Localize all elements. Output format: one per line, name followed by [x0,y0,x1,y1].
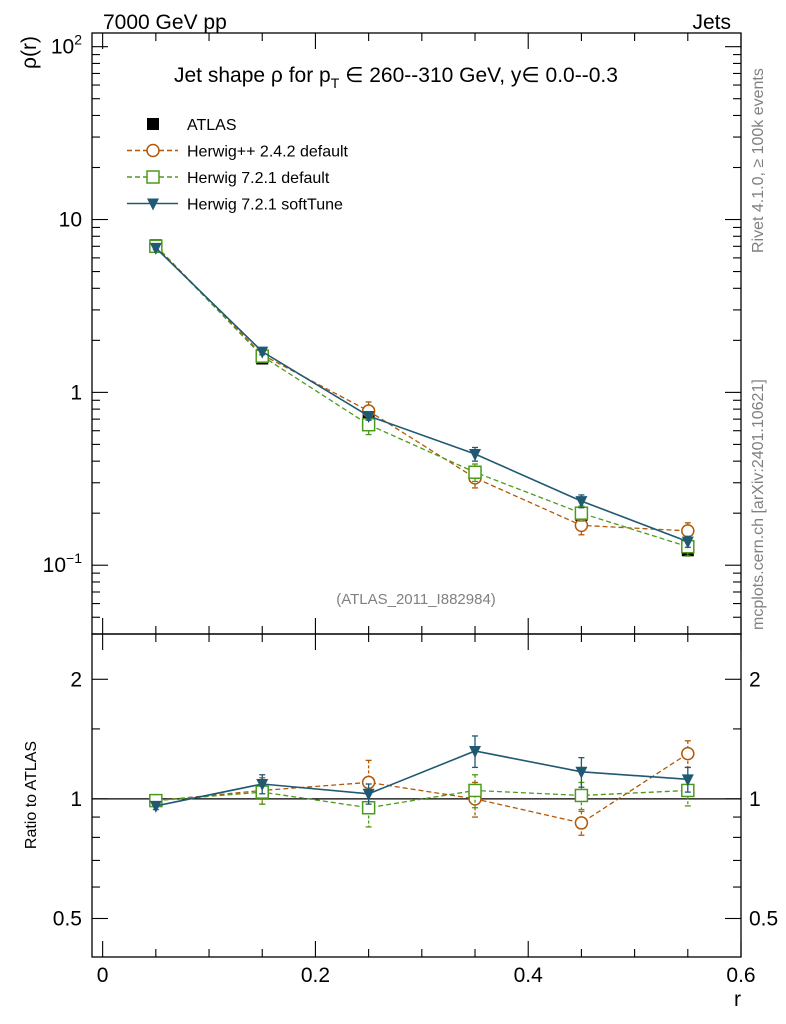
data-point [469,745,482,758]
series-line [155,750,688,807]
y-tick-label: 10−1 [43,550,83,577]
y-tick-label-right: 2 [749,668,761,691]
data-point [681,536,694,549]
header-right: Jets [692,11,731,34]
data-point [147,118,159,130]
ratio-plot-panel: Ratio to ATLAS r 0 0.2 0.4 0.6 0.5 0.5 1 1 2 2 [23,633,778,1011]
data-point [681,774,694,787]
data-point [149,242,162,255]
y-tick-label-left: 0.5 [53,907,82,930]
legend-label: Herwig 7.2.1 softTune [187,197,343,214]
data-point [468,465,482,480]
main-series-2 [149,239,695,557]
y-tick-label-right: 0.5 [749,907,778,930]
data-point [575,766,588,779]
x-tick-label: 0.6 [726,964,755,987]
x-tick-label: 0 [97,964,109,987]
data-point [362,788,375,801]
y-axis-label-ratio: Ratio to ATLAS [23,741,40,849]
series-line [155,245,688,532]
ratio-plot-frame [91,633,742,958]
mcplots-label: mcplots.cern.ch [arXiv:2401.10621] [750,379,767,630]
main-series-0 [149,239,694,557]
x-tick-label: 0.4 [514,964,544,987]
series-line [155,789,688,809]
series-line [155,753,689,824]
plot-title: Jet shape ρ for pT ∈ 260--310 GeV, y∈ 0.… [174,64,618,91]
data-point [256,346,269,359]
y-tick-label-right: 1 [749,788,761,811]
legend: ATLAS Herwig++ 2.4.2 default Herwig 7.2.1 … [127,117,349,214]
header-left: 7000 GeV pp [103,11,227,34]
data-point [149,800,162,813]
y-tick-label: 102 [51,32,82,59]
ratio-series-1 [149,774,695,828]
series-line [155,245,688,548]
data-point [469,449,482,462]
x-axis-label: r [734,988,741,1011]
y-tick-label: 10 [59,209,82,232]
legend-label: Herwig 7.2.1 default [187,170,330,187]
data-point [681,746,695,761]
series-line [155,247,689,543]
data-point [146,170,160,184]
y-tick-label-left: 2 [70,668,82,691]
data-point [468,783,482,798]
y-tick-label-left: 1 [70,788,82,811]
data-point [147,198,159,211]
main-plot-panel: Jet shape ρ for pT ∈ 260--310 GeV, y∈ 0.… [18,32,742,635]
data-point [575,496,588,509]
data-point [146,143,160,158]
data-point [574,816,589,830]
y-tick-label: 1 [70,381,82,404]
analysis-id-annotation: (ATLAS_2011_I882984) [336,591,496,608]
main-series-3 [149,242,694,549]
rivet-version-label: Rivet 4.1.0, ≥ 100k events [750,68,767,253]
ratio-series-0 [149,740,695,836]
data-point [256,779,269,792]
data-point [574,506,589,520]
x-tick-label: 0.2 [301,964,330,987]
legend-label: Herwig++ 2.4.2 default [187,144,349,161]
main-series-1 [149,239,695,541]
data-point [574,788,589,803]
data-point [681,524,695,538]
legend-label: ATLAS [187,117,237,134]
data-point [362,410,375,423]
y-axis-label-main: ρ(r) [18,36,41,69]
ratio-series-2 [149,735,694,813]
